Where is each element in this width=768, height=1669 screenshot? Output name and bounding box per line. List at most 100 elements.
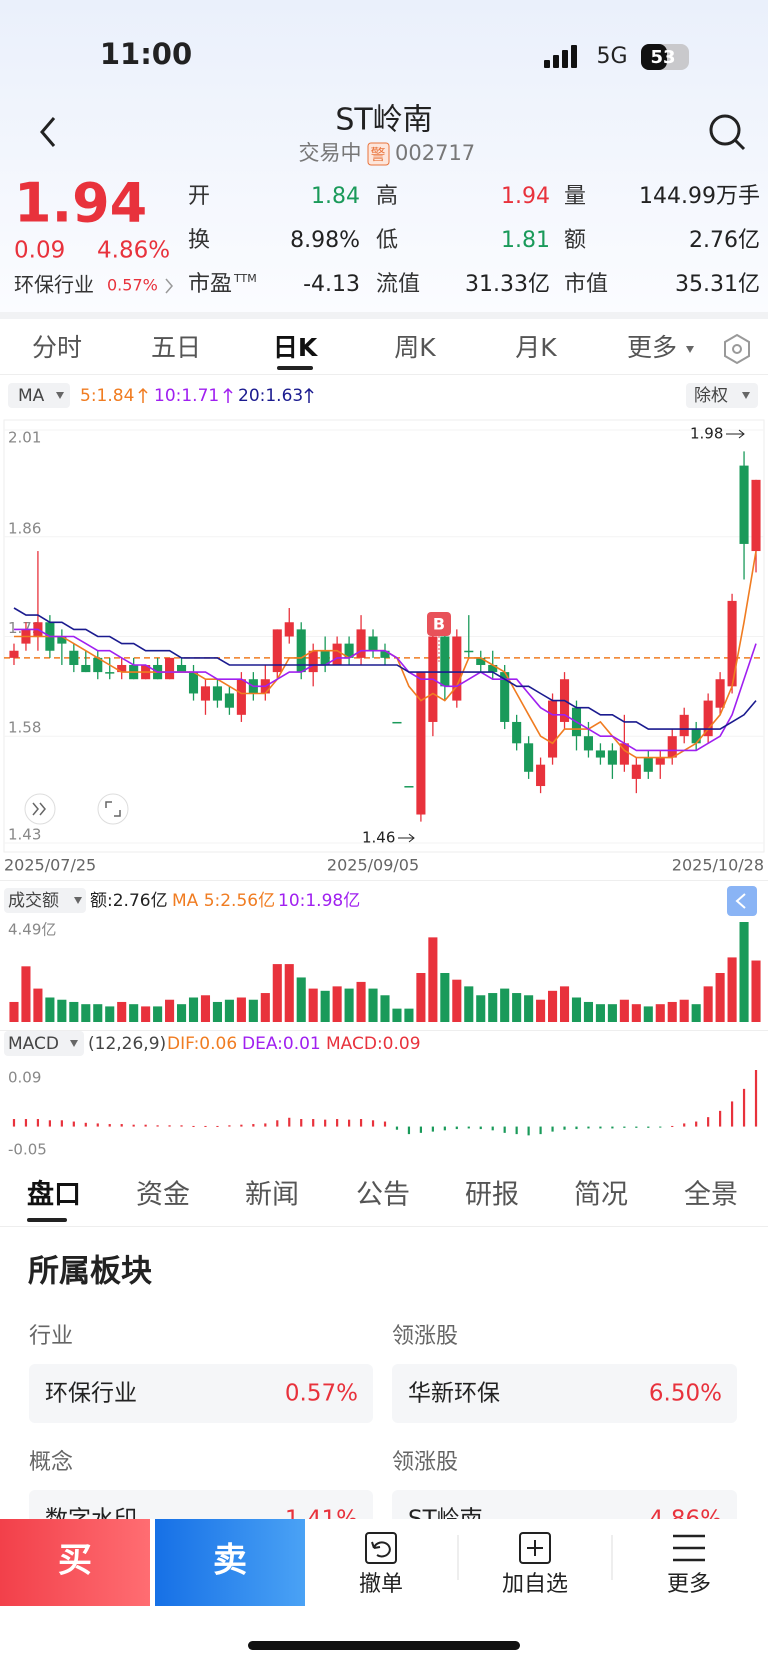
collapse-button[interactable] [727,886,757,916]
volume-bar [416,973,426,1022]
period-tab[interactable]: 五日 [151,333,201,362]
y-tick-label: 0.09 [8,1069,41,1087]
macd-bar [276,1120,279,1127]
volume-bar [715,973,725,1022]
candle-body [500,672,510,722]
expand-button[interactable] [24,793,56,825]
sell-button[interactable] [155,1519,305,1606]
volume-bar [176,1004,187,1022]
volume-bar [607,1004,617,1022]
sector-pct: 0.57% [285,1381,358,1407]
x-tick-label: 2025/07/25 [4,856,96,875]
macd-bar [48,1120,51,1127]
more-button[interactable] [673,1534,705,1562]
sector-card[interactable] [392,1364,737,1423]
volume-bar [380,995,390,1022]
ma-button[interactable] [8,383,70,408]
macd-bar [359,1119,363,1127]
volume-bar [93,1004,103,1022]
candle-body [548,700,558,758]
info-tab[interactable]: 新闻 [245,1180,299,1211]
amount: 额:2.76亿 [90,891,168,911]
macd-bar [156,1125,159,1127]
section-title: 所属板块 [28,1254,152,1290]
macd-bar [288,1117,291,1127]
cancel-button[interactable] [365,1532,397,1564]
candle-body [536,764,546,787]
icon [735,893,746,909]
info-tab[interactable]: 全景 [684,1180,738,1211]
up-arrow [138,387,148,403]
period-tab[interactable]: 更多 [627,333,677,362]
candle-body [524,743,534,772]
adjust-button[interactable] [686,383,758,408]
volume-bar [488,993,498,1022]
volume-bar [691,1004,701,1022]
ma-label: MA [18,386,45,406]
macd-params: (12,26,9) [88,1034,166,1054]
settings-icon[interactable] [724,333,750,365]
candle-body [344,643,354,658]
y-tick-label: -0.05 [8,1141,47,1159]
sell-text: 卖 [213,1541,247,1581]
volume-bar [188,997,199,1022]
divider [0,374,768,375]
volume-bar [105,1006,115,1022]
divider [0,880,768,881]
watch-button[interactable] [519,1532,551,1564]
volume-bar [200,995,211,1022]
period-tab[interactable]: 周K [394,333,436,362]
macd-bar [467,1126,470,1129]
buy-marker [427,612,451,636]
info-tab[interactable]: 盘口 [27,1179,81,1211]
info-tab[interactable]: 资金 [136,1180,190,1211]
macd-bar [611,1126,614,1129]
volume-button[interactable] [4,888,86,913]
info-tab[interactable]: 公告 [356,1180,410,1211]
macd-button[interactable] [4,1031,84,1056]
macd-bar [719,1110,722,1127]
ma10-legend: 10:1.71 [154,386,219,406]
volume-bar [679,999,689,1022]
volume-bar [260,993,270,1022]
period-tab[interactable]: 分时 [32,333,82,362]
volume-bar [452,979,462,1022]
candle-body [691,729,701,744]
fullscreen-button[interactable] [97,793,129,825]
field-value: 144.99万手 [639,184,760,209]
sector-name: 环保行业 [45,1381,137,1407]
macd-bar [419,1126,423,1133]
candle-body [380,650,390,658]
candle-body [117,664,127,673]
volume-bar [536,999,546,1022]
volume-bar [165,999,175,1022]
y-tick-label: 4.49亿 [8,921,56,939]
field-label: 流值 [376,272,420,297]
candle-body [679,714,689,737]
sector-label: 领涨股 [392,1324,458,1349]
trade-state: 交易中 [299,141,362,165]
sector-card[interactable] [29,1364,373,1423]
macd-title: MACD [8,1034,59,1054]
volume-title: 成交额 [8,891,59,911]
period-tab[interactable]: 日K [273,333,319,362]
volume-bar [9,1001,19,1022]
candle-body [488,664,498,673]
field-value: 1.94 [501,184,550,209]
macd-bar [36,1119,40,1127]
macd-bar [24,1119,28,1127]
search-button[interactable] [709,114,746,151]
info-tab[interactable]: 研报 [465,1180,519,1211]
volume-bar [236,997,246,1022]
back-button[interactable] [40,117,56,147]
period-tab[interactable]: 月K [515,333,557,362]
x-tick-label: 2025/10/28 [672,856,764,875]
info-tab[interactable]: 简况 [574,1180,628,1211]
buy-button[interactable] [0,1519,150,1606]
field-value: 31.33亿 [465,272,550,297]
field-value: 8.98% [290,228,360,253]
macd-bar [754,1070,758,1127]
macd-bar [228,1125,231,1127]
macd-bar [132,1124,135,1127]
up-arrow [304,387,314,403]
